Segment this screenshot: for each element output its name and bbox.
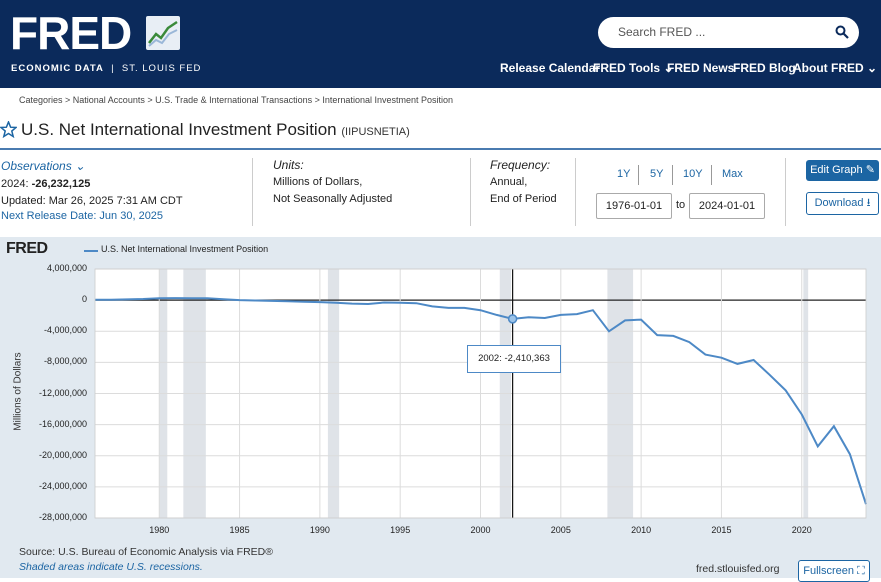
chart-tooltip: 2002: -2,410,363 (467, 345, 561, 373)
y-tick-label: -24,000,000 (7, 481, 87, 491)
y-tick-label: 4,000,000 (7, 263, 87, 273)
x-tick-label: 1980 (144, 525, 174, 535)
expand-icon: ⛶ (857, 565, 865, 577)
fullscreen-button[interactable]: Fullscreen ⛶ (798, 560, 870, 582)
x-tick-label: 1995 (385, 525, 415, 535)
y-tick-label: -12,000,000 (7, 388, 87, 398)
recession-note-link[interactable]: Shaded areas indicate U.S. recessions. (19, 561, 203, 573)
x-tick-label: 2005 (546, 525, 576, 535)
x-tick-label: 2000 (466, 525, 496, 535)
x-tick-label: 2010 (626, 525, 656, 535)
x-tick-label: 2015 (706, 525, 736, 535)
y-tick-label: 0 (7, 294, 87, 304)
source-text: Source: U.S. Bureau of Economic Analysis… (19, 546, 273, 558)
y-tick-label: -8,000,000 (7, 356, 87, 366)
x-tick-label: 1985 (225, 525, 255, 535)
x-tick-label: 2020 (787, 525, 817, 535)
y-tick-label: -4,000,000 (7, 325, 87, 335)
x-tick-label: 1990 (305, 525, 335, 535)
y-tick-label: -28,000,000 (7, 512, 87, 522)
y-tick-label: -16,000,000 (7, 419, 87, 429)
y-tick-label: -20,000,000 (7, 450, 87, 460)
highlight-point (509, 315, 517, 323)
fred-url[interactable]: fred.stlouisfed.org (696, 563, 779, 575)
